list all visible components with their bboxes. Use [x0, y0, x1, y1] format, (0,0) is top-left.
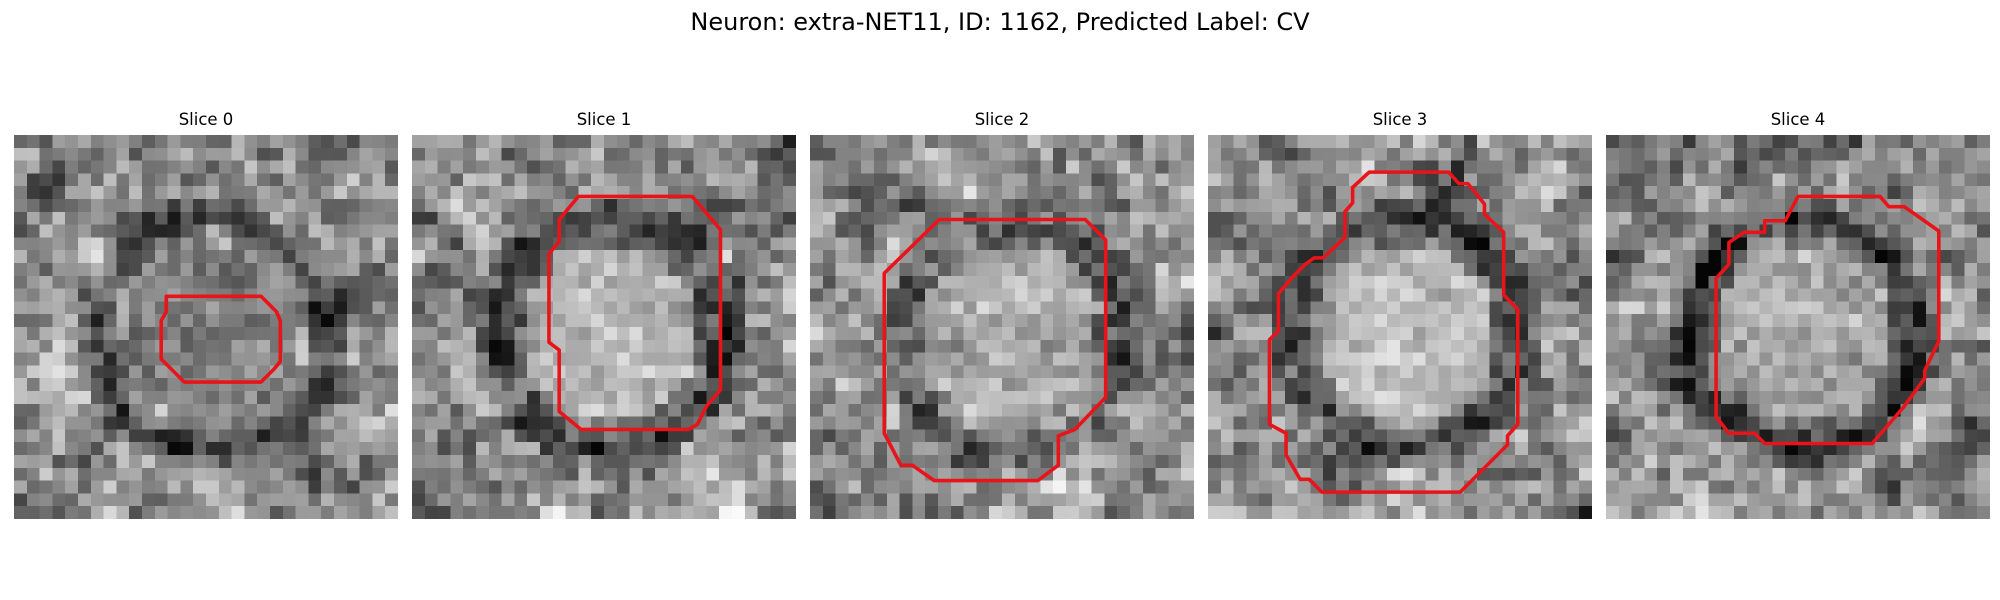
slice-title: Slice 3: [1372, 110, 1428, 129]
segmentation-contour: [159, 294, 283, 384]
segmentation-contour: [1714, 194, 1941, 446]
pixel-grid: [1606, 135, 1990, 519]
segmentation-contour: [882, 217, 1108, 483]
pixel-grid: [1208, 135, 1592, 519]
pixel-grid: [412, 135, 796, 519]
slice-image: [1606, 135, 1990, 519]
slice-image: [412, 135, 796, 519]
segmentation-contour: [1267, 170, 1520, 494]
slice-image: [14, 135, 398, 519]
slice-title: Slice 2: [974, 110, 1030, 129]
pixel-grid: [810, 135, 1194, 519]
slice-image: [1208, 135, 1592, 519]
segmentation-contour: [547, 194, 723, 432]
slice-title: Slice 0: [178, 110, 234, 129]
slice-title: Slice 4: [1770, 110, 1826, 129]
figure-title: Neuron: extra-NET11, ID: 1162, Predicted…: [690, 8, 1310, 36]
slice-title: Slice 1: [576, 110, 632, 129]
pixel-grid: [14, 135, 398, 519]
slice-image: [810, 135, 1194, 519]
